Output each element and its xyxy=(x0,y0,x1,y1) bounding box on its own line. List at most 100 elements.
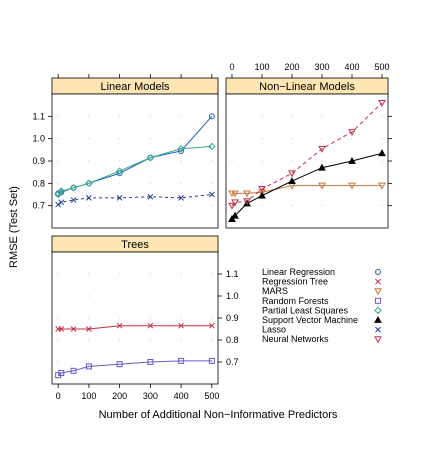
data-point xyxy=(58,326,65,332)
panel-frame xyxy=(225,93,389,229)
legend-entry-marker xyxy=(375,278,381,285)
grid-dot xyxy=(180,361,182,363)
data-point xyxy=(58,370,65,376)
x-tick-label: 300 xyxy=(143,391,158,401)
y-tick-label: 0.9 xyxy=(226,313,239,323)
panels: Linear Models 0.7 0.8 0.9 1.0 1.1 Non−Linear M… xyxy=(32,62,392,401)
grid-dot xyxy=(211,339,213,341)
data-point xyxy=(116,322,123,329)
series-random-forests xyxy=(55,357,215,379)
panel-frame xyxy=(51,251,219,385)
data-point xyxy=(178,194,184,201)
grid-dot xyxy=(231,160,233,162)
data-point xyxy=(86,326,92,332)
y-axis-label: RMSE (Test Set) xyxy=(8,186,20,268)
data-point-stroke xyxy=(70,326,77,332)
data-point xyxy=(208,322,215,329)
y-tick-label: 1.0 xyxy=(226,291,239,301)
grid-dot xyxy=(149,317,151,319)
legend-entry-marker xyxy=(375,269,381,275)
data-point xyxy=(177,145,185,153)
data-point xyxy=(178,322,184,329)
data-point xyxy=(115,167,124,175)
grid-dot xyxy=(57,339,59,341)
legend-entry-marker xyxy=(374,288,382,296)
data-point xyxy=(378,182,386,190)
grid-dot xyxy=(57,138,59,140)
series-mars xyxy=(228,182,386,198)
x-tick-label: 0 xyxy=(229,62,234,72)
series-line xyxy=(231,152,383,220)
panel-2: Trees 0 100 200 300 400 500 0.7 0.8 0.9 1.0 1.1 xyxy=(51,235,239,401)
grid-dot xyxy=(88,160,90,162)
grid-dot xyxy=(261,115,263,117)
panel-title: Trees xyxy=(121,239,149,251)
data-point xyxy=(348,129,356,136)
data-point xyxy=(208,142,216,151)
data-point xyxy=(318,145,326,153)
data-point xyxy=(70,197,77,203)
grid-dot xyxy=(88,205,90,207)
series-line xyxy=(58,325,212,330)
data-point xyxy=(288,177,296,184)
y-tick-label: 1.1 xyxy=(226,269,239,279)
grid-dot xyxy=(180,273,182,275)
x-tick-label: 500 xyxy=(204,391,219,401)
data-point-stroke xyxy=(178,194,184,201)
grid-dot xyxy=(149,115,151,117)
data-point xyxy=(243,199,251,207)
x-tick-label: 200 xyxy=(112,391,127,401)
grid-dot xyxy=(88,138,90,140)
grid-dot xyxy=(231,138,233,140)
grid-dot xyxy=(211,317,213,319)
data-point xyxy=(258,191,266,199)
grid-dot xyxy=(180,317,182,319)
data-point-stroke xyxy=(178,322,184,329)
grid-dot xyxy=(321,205,323,207)
x-tick-label: 300 xyxy=(314,62,329,72)
grid-dot xyxy=(351,138,353,140)
grid-dot xyxy=(119,273,121,275)
data-point-stroke xyxy=(147,193,154,200)
data-point-stroke xyxy=(58,199,65,206)
panel-0: Linear Models 0.7 0.8 0.9 1.0 1.1 xyxy=(32,74,219,229)
panel-title: Non−Linear Models xyxy=(259,81,355,93)
data-point xyxy=(243,190,251,198)
data-point xyxy=(243,198,251,206)
series-partial-least-squares xyxy=(54,142,216,199)
grid-dot xyxy=(351,115,353,117)
data-point-stroke xyxy=(58,326,65,332)
data-point xyxy=(231,190,239,198)
data-point xyxy=(258,186,266,193)
legend-entry-label: Support Vector Machine xyxy=(262,315,358,325)
grid-dot xyxy=(88,361,90,363)
panel-frame xyxy=(51,93,219,229)
data-point-stroke xyxy=(86,326,92,332)
y-tick-label: 0.7 xyxy=(32,201,45,211)
data-point xyxy=(231,211,239,219)
grid-dot xyxy=(291,138,293,140)
grid-dot xyxy=(180,115,182,117)
data-point xyxy=(208,191,215,198)
grid-dot xyxy=(57,295,59,297)
series-support-vector-machine xyxy=(228,149,386,222)
grid-dot xyxy=(88,273,90,275)
grid-dot xyxy=(231,115,233,117)
legend-entry-label: Linear Regression xyxy=(262,267,335,277)
data-point-stroke xyxy=(70,197,77,203)
grid-dot xyxy=(88,317,90,319)
data-point xyxy=(378,100,386,107)
grid-dot xyxy=(211,361,213,363)
data-point xyxy=(85,179,93,188)
y-tick-label: 0.8 xyxy=(32,178,45,188)
grid-dot xyxy=(57,317,59,319)
legend-entry-marker xyxy=(375,326,381,333)
grid-dot xyxy=(119,339,121,341)
data-point xyxy=(208,113,215,120)
data-point xyxy=(208,357,215,364)
series-line xyxy=(231,102,383,207)
series-regression-tree xyxy=(55,322,215,332)
grid-dot xyxy=(321,138,323,140)
